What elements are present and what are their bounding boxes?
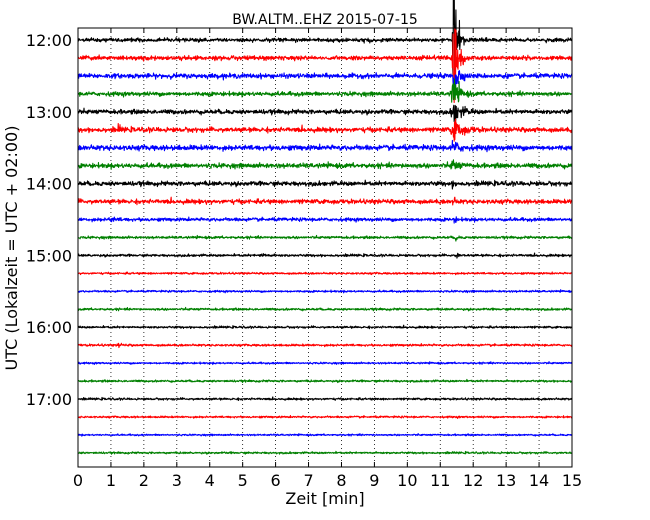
x-tick-label: 12 [463, 471, 483, 490]
y-axis-label: UTC (Lokalzeit = UTC + 02:00) [2, 126, 21, 371]
x-tick-label: 1 [106, 471, 116, 490]
x-tick-label: 13 [496, 471, 516, 490]
x-tick-label: 11 [430, 471, 450, 490]
trace-line [77, 396, 573, 402]
trace-line [77, 78, 573, 103]
y-tick-label: 13:00 [26, 103, 72, 122]
x-tick-label: 9 [369, 471, 379, 490]
trace-line [77, 378, 573, 384]
x-tick-label: 7 [303, 471, 313, 490]
chart-title: BW.ALTM..EHZ 2015-07-15 [232, 12, 418, 28]
trace-line [77, 271, 573, 276]
trace-lines [77, 0, 573, 455]
x-tick-label: 6 [271, 471, 281, 490]
y-tick-label: 14:00 [26, 175, 72, 194]
trace-line [77, 27, 573, 104]
trace-line [77, 70, 573, 97]
trace-line [77, 415, 573, 419]
x-tick-label: 15 [562, 471, 582, 490]
trace-line [77, 118, 573, 142]
y-tick-label: 17:00 [26, 390, 72, 409]
y-tick-label: 15:00 [26, 246, 72, 265]
trace-line [77, 179, 573, 190]
trace-line [77, 0, 573, 93]
trace-line [77, 159, 573, 170]
x-tick-label: 4 [205, 471, 215, 490]
trace-line [77, 450, 573, 455]
trace-line [77, 104, 573, 124]
plot-frame [77, 27, 573, 468]
trace-line [77, 361, 573, 366]
trace-line [77, 306, 573, 312]
trace-line [77, 252, 573, 259]
x-tick-label: 14 [529, 471, 549, 490]
trace-line [77, 342, 573, 349]
x-tick-label: 2 [139, 471, 149, 490]
trace-line [77, 234, 573, 242]
trace-line [77, 216, 573, 224]
x-tick-label: 3 [172, 471, 182, 490]
y-tick-label: 16:00 [26, 318, 72, 337]
x-tick-label: 8 [336, 471, 346, 490]
y-tick-label: 12:00 [26, 31, 72, 50]
x-axis-label: Zeit [min] [285, 489, 364, 508]
trace-line [77, 289, 573, 294]
x-tick-label: 10 [397, 471, 417, 490]
axis-ticks: 0 1 2 3 4 5 6 7 8 9 10 11 12 13 14 1512:0013:0014:0015:… [26, 28, 582, 490]
trace-line [77, 196, 573, 206]
trace-line [77, 432, 573, 437]
x-tick-label: 5 [238, 471, 248, 490]
trace-line [77, 139, 573, 153]
trace-line [77, 324, 573, 330]
x-tick-label: 0 [73, 471, 83, 490]
